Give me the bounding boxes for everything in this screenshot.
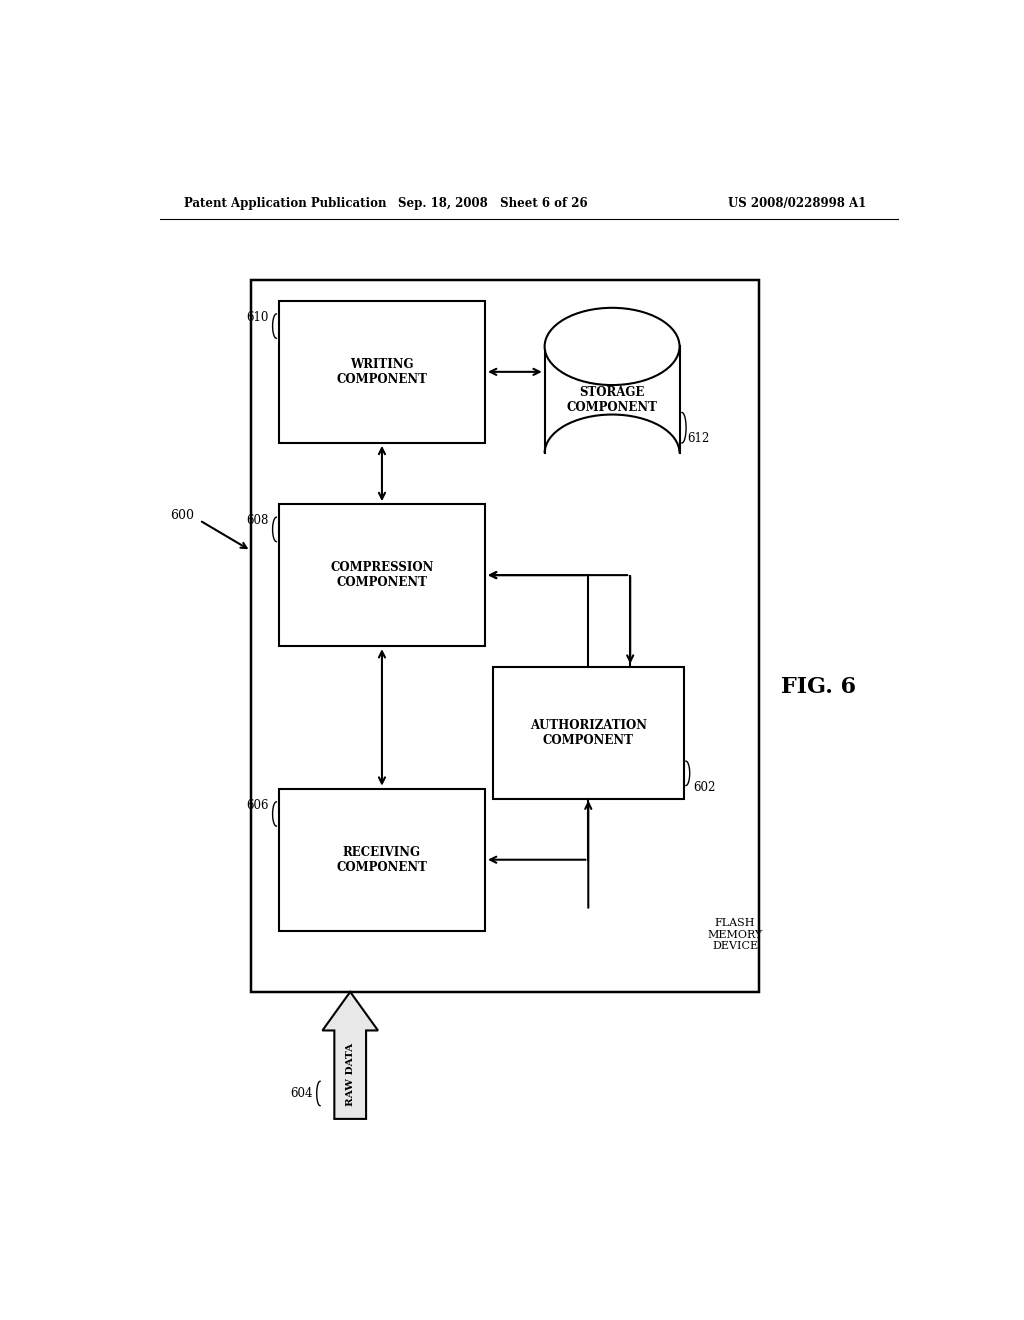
Text: Patent Application Publication: Patent Application Publication [183,197,386,210]
Text: Sep. 18, 2008   Sheet 6 of 26: Sep. 18, 2008 Sheet 6 of 26 [398,197,588,210]
Text: 606: 606 [246,799,268,812]
Bar [279,504,485,647]
Bar [545,346,680,453]
Text: 602: 602 [693,780,716,793]
Polygon shape [323,991,378,1119]
Text: US 2008/0228998 A1: US 2008/0228998 A1 [728,197,866,210]
Text: FIG. 6: FIG. 6 [781,676,856,698]
Text: WRITING
COMPONENT: WRITING COMPONENT [337,358,427,385]
Text: 600: 600 [170,508,194,521]
Text: 608: 608 [246,515,268,527]
Bar [251,280,759,991]
Text: STORAGE
COMPONENT: STORAGE COMPONENT [566,385,657,413]
Bar [494,667,684,799]
Text: AUTHORIZATION
COMPONENT: AUTHORIZATION COMPONENT [529,718,647,747]
Text: FLASH
MEMORY
DEVICE: FLASH MEMORY DEVICE [708,917,763,952]
Text: RAW DATA: RAW DATA [346,1043,354,1106]
Text: COMPRESSION
COMPONENT: COMPRESSION COMPONENT [331,561,433,589]
Text: 612: 612 [687,432,710,445]
Bar [279,301,485,444]
Ellipse shape [545,308,680,385]
Text: 610: 610 [246,312,268,323]
Text: RECEIVING
COMPONENT: RECEIVING COMPONENT [337,846,427,874]
Text: 604: 604 [291,1086,313,1100]
Bar [279,788,485,931]
